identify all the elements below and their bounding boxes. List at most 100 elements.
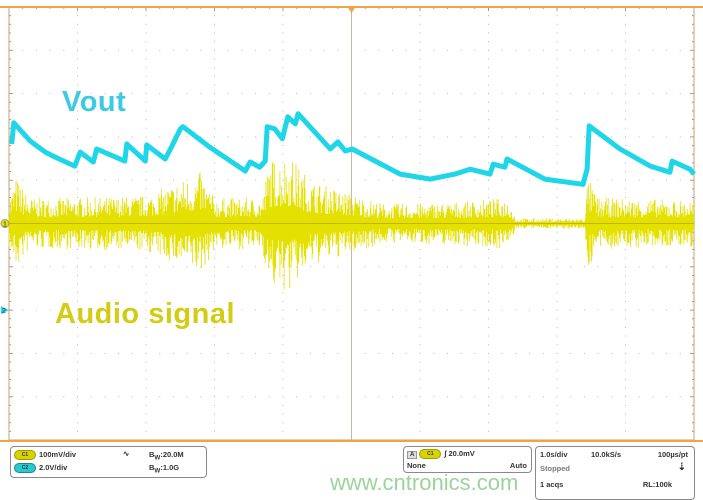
grid-dot [63, 49, 65, 51]
grid-dot [145, 283, 147, 285]
grid-dot [296, 352, 298, 354]
grid-dot [35, 396, 37, 398]
grid-dot [77, 205, 78, 207]
grid-dot [625, 370, 626, 372]
grid-dot [542, 136, 544, 138]
grid-dot [214, 396, 215, 398]
grid-dot [214, 422, 215, 424]
grid-dot [515, 309, 517, 311]
grid-dot [625, 387, 626, 389]
grid-dot [214, 119, 215, 121]
acquisition-panel[interactable]: 1.0s/div 10.0kS/s 100µs/pt Stopped ⇣ 1 a… [535, 446, 695, 500]
grid-dot [145, 240, 147, 242]
grid-dot [282, 430, 284, 432]
grid-dot [679, 266, 681, 268]
grid-dot [159, 136, 161, 138]
grid-dot [460, 136, 462, 138]
grid-dot [419, 84, 421, 86]
grid-dot [666, 352, 668, 354]
grid-dot [282, 145, 284, 147]
grid-dot [583, 93, 585, 95]
grid-dot [556, 378, 558, 380]
grid-dot [172, 136, 174, 138]
grid-dot [679, 136, 681, 138]
grid-dot [282, 188, 284, 190]
grid-dot [446, 136, 448, 138]
grid-dot [22, 352, 24, 354]
grid-dot [186, 93, 188, 95]
grid-dot [77, 370, 78, 372]
grid-dot [309, 49, 311, 51]
grid-dot [49, 93, 51, 95]
grid-dot [214, 274, 215, 276]
grid-dot [405, 266, 407, 268]
grid-dot [49, 309, 51, 311]
grid-dot [323, 352, 325, 354]
grid-dot [419, 370, 421, 372]
grid-dot [364, 266, 366, 268]
grid-dot [145, 396, 147, 398]
grid-dot [625, 15, 626, 17]
grid-dot [583, 136, 585, 138]
grid-dot [282, 41, 284, 43]
grid-dot [159, 93, 161, 95]
grid-dot [268, 352, 270, 354]
ch2-badge[interactable]: C2 [14, 463, 36, 474]
grid-dot [419, 404, 421, 406]
grid-dot [488, 318, 489, 320]
grid-dot [214, 318, 215, 320]
grid-dot [296, 93, 298, 95]
grid-dot [282, 300, 284, 302]
grid-dot [638, 266, 640, 268]
grid-dot [282, 352, 284, 354]
grid-dot [488, 326, 489, 328]
grid-dot [214, 162, 215, 164]
grid-dot [625, 292, 626, 294]
grid-dot [282, 344, 284, 346]
grid-dot [501, 352, 503, 354]
grid-dot [419, 49, 421, 51]
grid-dot [446, 179, 448, 181]
grid-dot [556, 352, 558, 354]
channel-settings-panel[interactable]: C1 100mV/div C2 2.0V/div ∿ BW:20.0M BW:1.0… [10, 446, 207, 478]
grid-dot [625, 422, 626, 424]
grid-dot [77, 318, 78, 320]
grid-dot [77, 41, 78, 43]
grid-dot [22, 266, 24, 268]
grid-dot [282, 378, 284, 380]
grid-dot [474, 266, 476, 268]
grid-dot [556, 119, 558, 121]
grid-dot [90, 136, 92, 138]
grid-dot [77, 422, 78, 424]
grid-dot [597, 49, 599, 51]
grid-dot [556, 257, 558, 259]
grid-dot [488, 136, 489, 138]
rising-edge-icon: ∫ [444, 449, 447, 458]
grid-dot [186, 179, 188, 181]
grid-dot [214, 197, 215, 199]
grid-dot [460, 396, 462, 398]
trigger-panel[interactable]: A C1 ∫ 20.0mV None Auto [403, 446, 532, 473]
grid-dot [378, 49, 380, 51]
grid-dot [666, 93, 668, 95]
grid-dot [214, 335, 215, 337]
grid-dot [77, 136, 78, 138]
grid-dot [255, 266, 257, 268]
grid-dot [611, 93, 613, 95]
grid-dot [337, 136, 339, 138]
grid-dot [501, 93, 503, 95]
grid-dot [460, 179, 462, 181]
grid-dot [666, 309, 668, 311]
grid-dot [625, 49, 626, 51]
grid-dot [255, 136, 257, 138]
grid-dot [227, 352, 229, 354]
grid-dot [666, 179, 668, 181]
grid-dot [145, 370, 147, 372]
grid-dot [227, 49, 229, 51]
grid-dot [419, 396, 421, 398]
grid-dot [625, 248, 626, 250]
grid-dot [556, 23, 558, 25]
grid-dot [77, 430, 78, 432]
ch1-badge[interactable]: C1 [14, 450, 36, 461]
grid-dot [145, 32, 147, 34]
